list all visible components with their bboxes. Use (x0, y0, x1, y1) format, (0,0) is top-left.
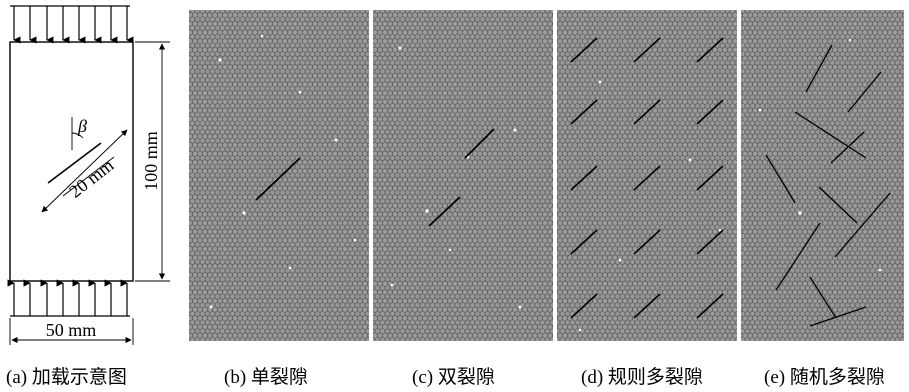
top-load-arrows (13, 6, 134, 44)
panel-a-schematic: 50 mm 100 mm β 20 mm (7, 5, 170, 345)
crack-length-dimension (41, 129, 128, 213)
crack (570, 37, 598, 63)
crack (830, 131, 865, 164)
crack (696, 293, 724, 319)
crack (633, 99, 661, 125)
specimen-outline (9, 41, 134, 282)
crack (794, 111, 867, 159)
particle-specimen (189, 10, 369, 341)
crack (809, 306, 867, 327)
caption-c: (c) 双裂隙 (412, 366, 495, 388)
crack (696, 37, 724, 63)
crack (570, 165, 598, 191)
crack (696, 99, 724, 125)
caption-d: (d) 规则多裂隙 (581, 366, 703, 388)
crack (633, 293, 661, 319)
white-specks (578, 80, 722, 332)
crack (255, 157, 301, 201)
particle-specimen (741, 10, 904, 341)
crack-length-label: 20 mm (65, 155, 117, 202)
crack (633, 37, 661, 63)
captions: (a) 加载示意图 (b) 单裂隙 (c) 双裂隙 (d) 规则多裂隙 (e) … (6, 366, 885, 388)
white-specks (209, 34, 357, 309)
panel-d-regular-multi-crack (557, 10, 737, 341)
crack (818, 186, 858, 224)
panel-e-random-multi-crack (741, 10, 904, 341)
crack (570, 293, 598, 319)
crack (633, 165, 661, 191)
particle-specimen (557, 10, 737, 341)
caption-b: (b) 单裂隙 (224, 366, 308, 388)
crack (696, 165, 724, 191)
crack (847, 71, 882, 113)
bottom-load-arrows (7, 279, 128, 316)
crack (809, 276, 837, 319)
crack (834, 192, 891, 258)
angle-label: β (77, 116, 87, 136)
caption-e: (e) 随机多裂隙 (764, 366, 885, 388)
crack (805, 44, 833, 93)
crack (696, 229, 724, 255)
caption-a: (a) 加载示意图 (6, 366, 127, 388)
regular-cracks (570, 37, 724, 319)
particle-specimen (373, 10, 553, 341)
white-specks (390, 46, 522, 309)
crack-lower (428, 196, 461, 227)
panel-c-double-crack (373, 10, 553, 341)
crack (775, 222, 821, 291)
random-cracks (765, 44, 891, 327)
crack (570, 229, 598, 255)
crack (765, 154, 796, 204)
width-label: 50 mm (46, 320, 97, 340)
crack (570, 99, 598, 125)
white-specks (758, 38, 882, 272)
panel-b-single-crack (189, 10, 369, 341)
crack-upper (464, 128, 495, 159)
crack (633, 229, 661, 255)
height-label: 100 mm (141, 131, 161, 191)
